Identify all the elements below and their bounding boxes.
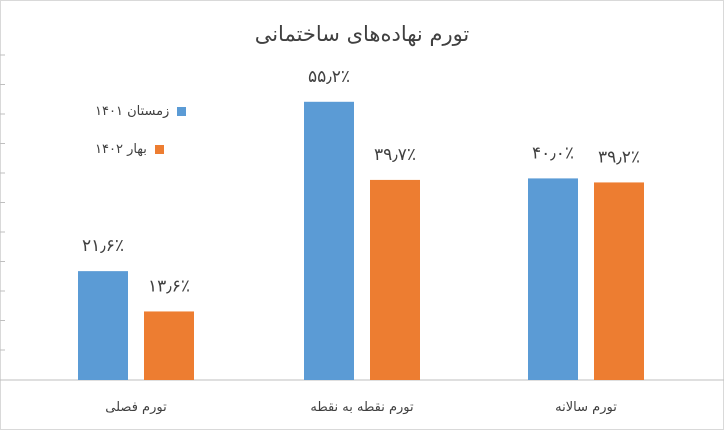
data-label-winter-1401-2: ۴۰٫۰٪ [532, 143, 574, 163]
category-label-0: تورم فصلی [105, 400, 167, 415]
legend-swatch-spring-1402 [154, 145, 164, 154]
legend-label-winter-1401: زمستان ۱۴۰۱ [95, 104, 170, 119]
legend-item-spring-1402: بهار ۱۴۰۲ [95, 142, 164, 157]
legend-swatch-winter-1401 [177, 107, 187, 116]
category-label-2: تورم سالانه [555, 400, 617, 415]
data-label-spring-1402-0: ۱۳٫۶٪ [148, 276, 190, 296]
bar-spring-1402-1 [370, 179, 420, 380]
data-label-winter-1401-0: ۲۱٫۶٪ [82, 236, 124, 256]
bar-winter-1401-0 [78, 271, 128, 380]
chart-title: تورم نهاده‌های ساختمانی [254, 22, 470, 46]
data-label-winter-1401-1: ۵۵٫۲٪ [308, 67, 350, 87]
bar-spring-1402-2 [594, 182, 644, 380]
category-label-1: تورم نقطه به نقطه [310, 400, 414, 415]
legend-label-spring-1402: بهار ۱۴۰۲ [95, 142, 147, 157]
legend-item-winter-1401: زمستان ۱۴۰۱ [95, 104, 187, 119]
bar-winter-1401-1 [304, 101, 354, 381]
bar-winter-1401-2 [528, 178, 578, 380]
data-label-spring-1402-2: ۳۹٫۲٪ [598, 147, 640, 167]
bar-spring-1402-0 [144, 311, 194, 380]
data-label-spring-1402-1: ۳۹٫۷٪ [374, 145, 416, 165]
